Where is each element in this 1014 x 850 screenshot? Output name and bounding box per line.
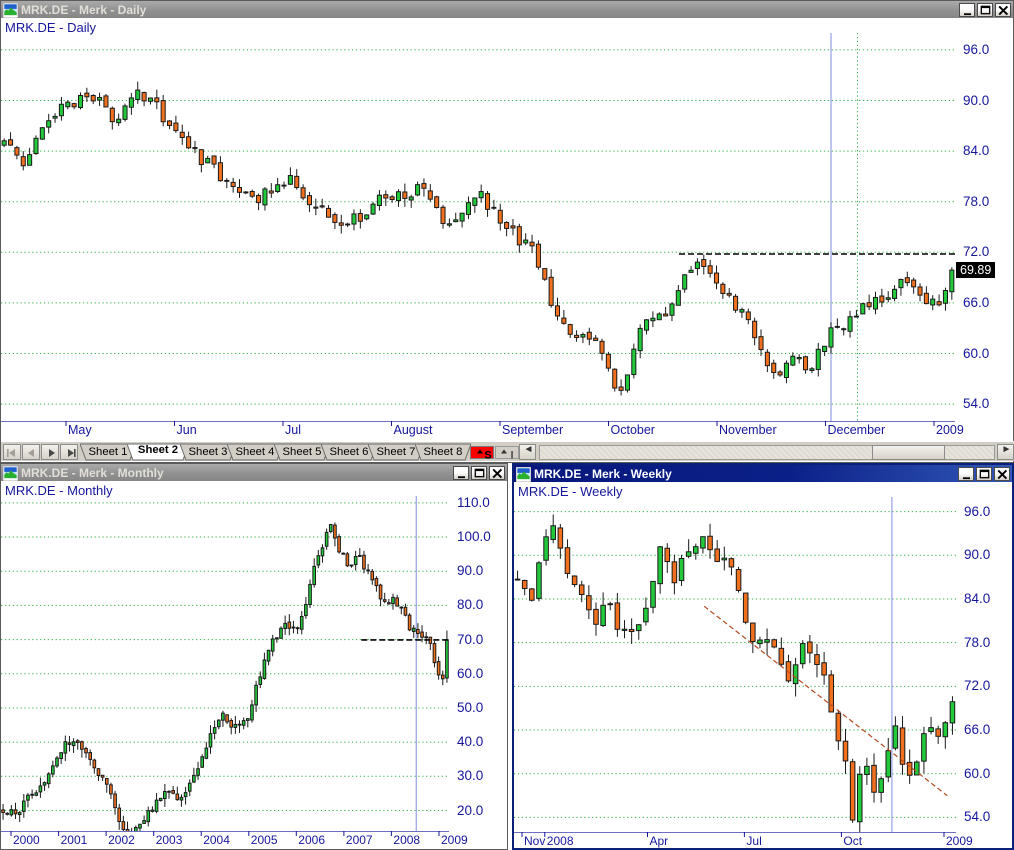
svg-text:I: I (510, 450, 513, 462)
svg-text:S: S (484, 450, 491, 461)
